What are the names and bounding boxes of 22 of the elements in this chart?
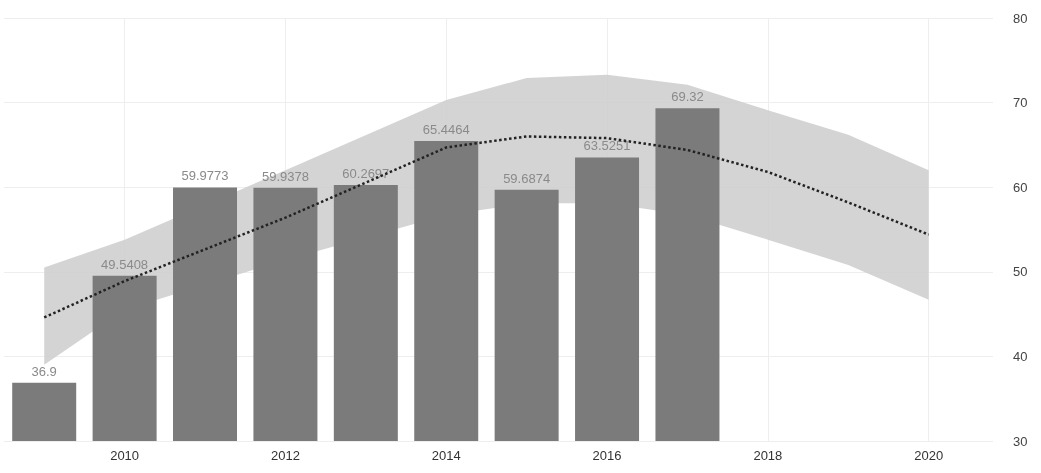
x-tick-label: 2010 [110, 448, 140, 463]
x-tick-label: 2012 [270, 448, 300, 463]
y-tick-label: 60 [1013, 179, 1028, 195]
x-tick-label: 2020 [914, 448, 944, 463]
data-label: 59.6874 [503, 170, 551, 186]
data-label: 60.2697 [342, 165, 390, 181]
x-tick-label: 2014 [431, 448, 461, 463]
x-tick-label: 2018 [753, 448, 783, 463]
data-label: 69.32 [671, 89, 704, 105]
data-label: 63.5251 [583, 138, 631, 154]
y-tick-label: 40 [1013, 348, 1028, 364]
y-tick-label: 80 [1013, 10, 1028, 26]
x-tick-label: 2016 [592, 448, 622, 463]
data-label: 65.4464 [422, 122, 470, 138]
data-label: 59.9773 [181, 168, 229, 184]
y-tick-label: 70 [1013, 95, 1028, 111]
line-series [42, 135, 930, 319]
y-tick-label: 50 [1013, 264, 1028, 280]
data-label: 59.9378 [261, 168, 309, 184]
y-tick-label: 30 [1013, 433, 1028, 449]
data-label: 49.5408 [101, 256, 149, 272]
data-label: 36.9 [31, 363, 57, 379]
